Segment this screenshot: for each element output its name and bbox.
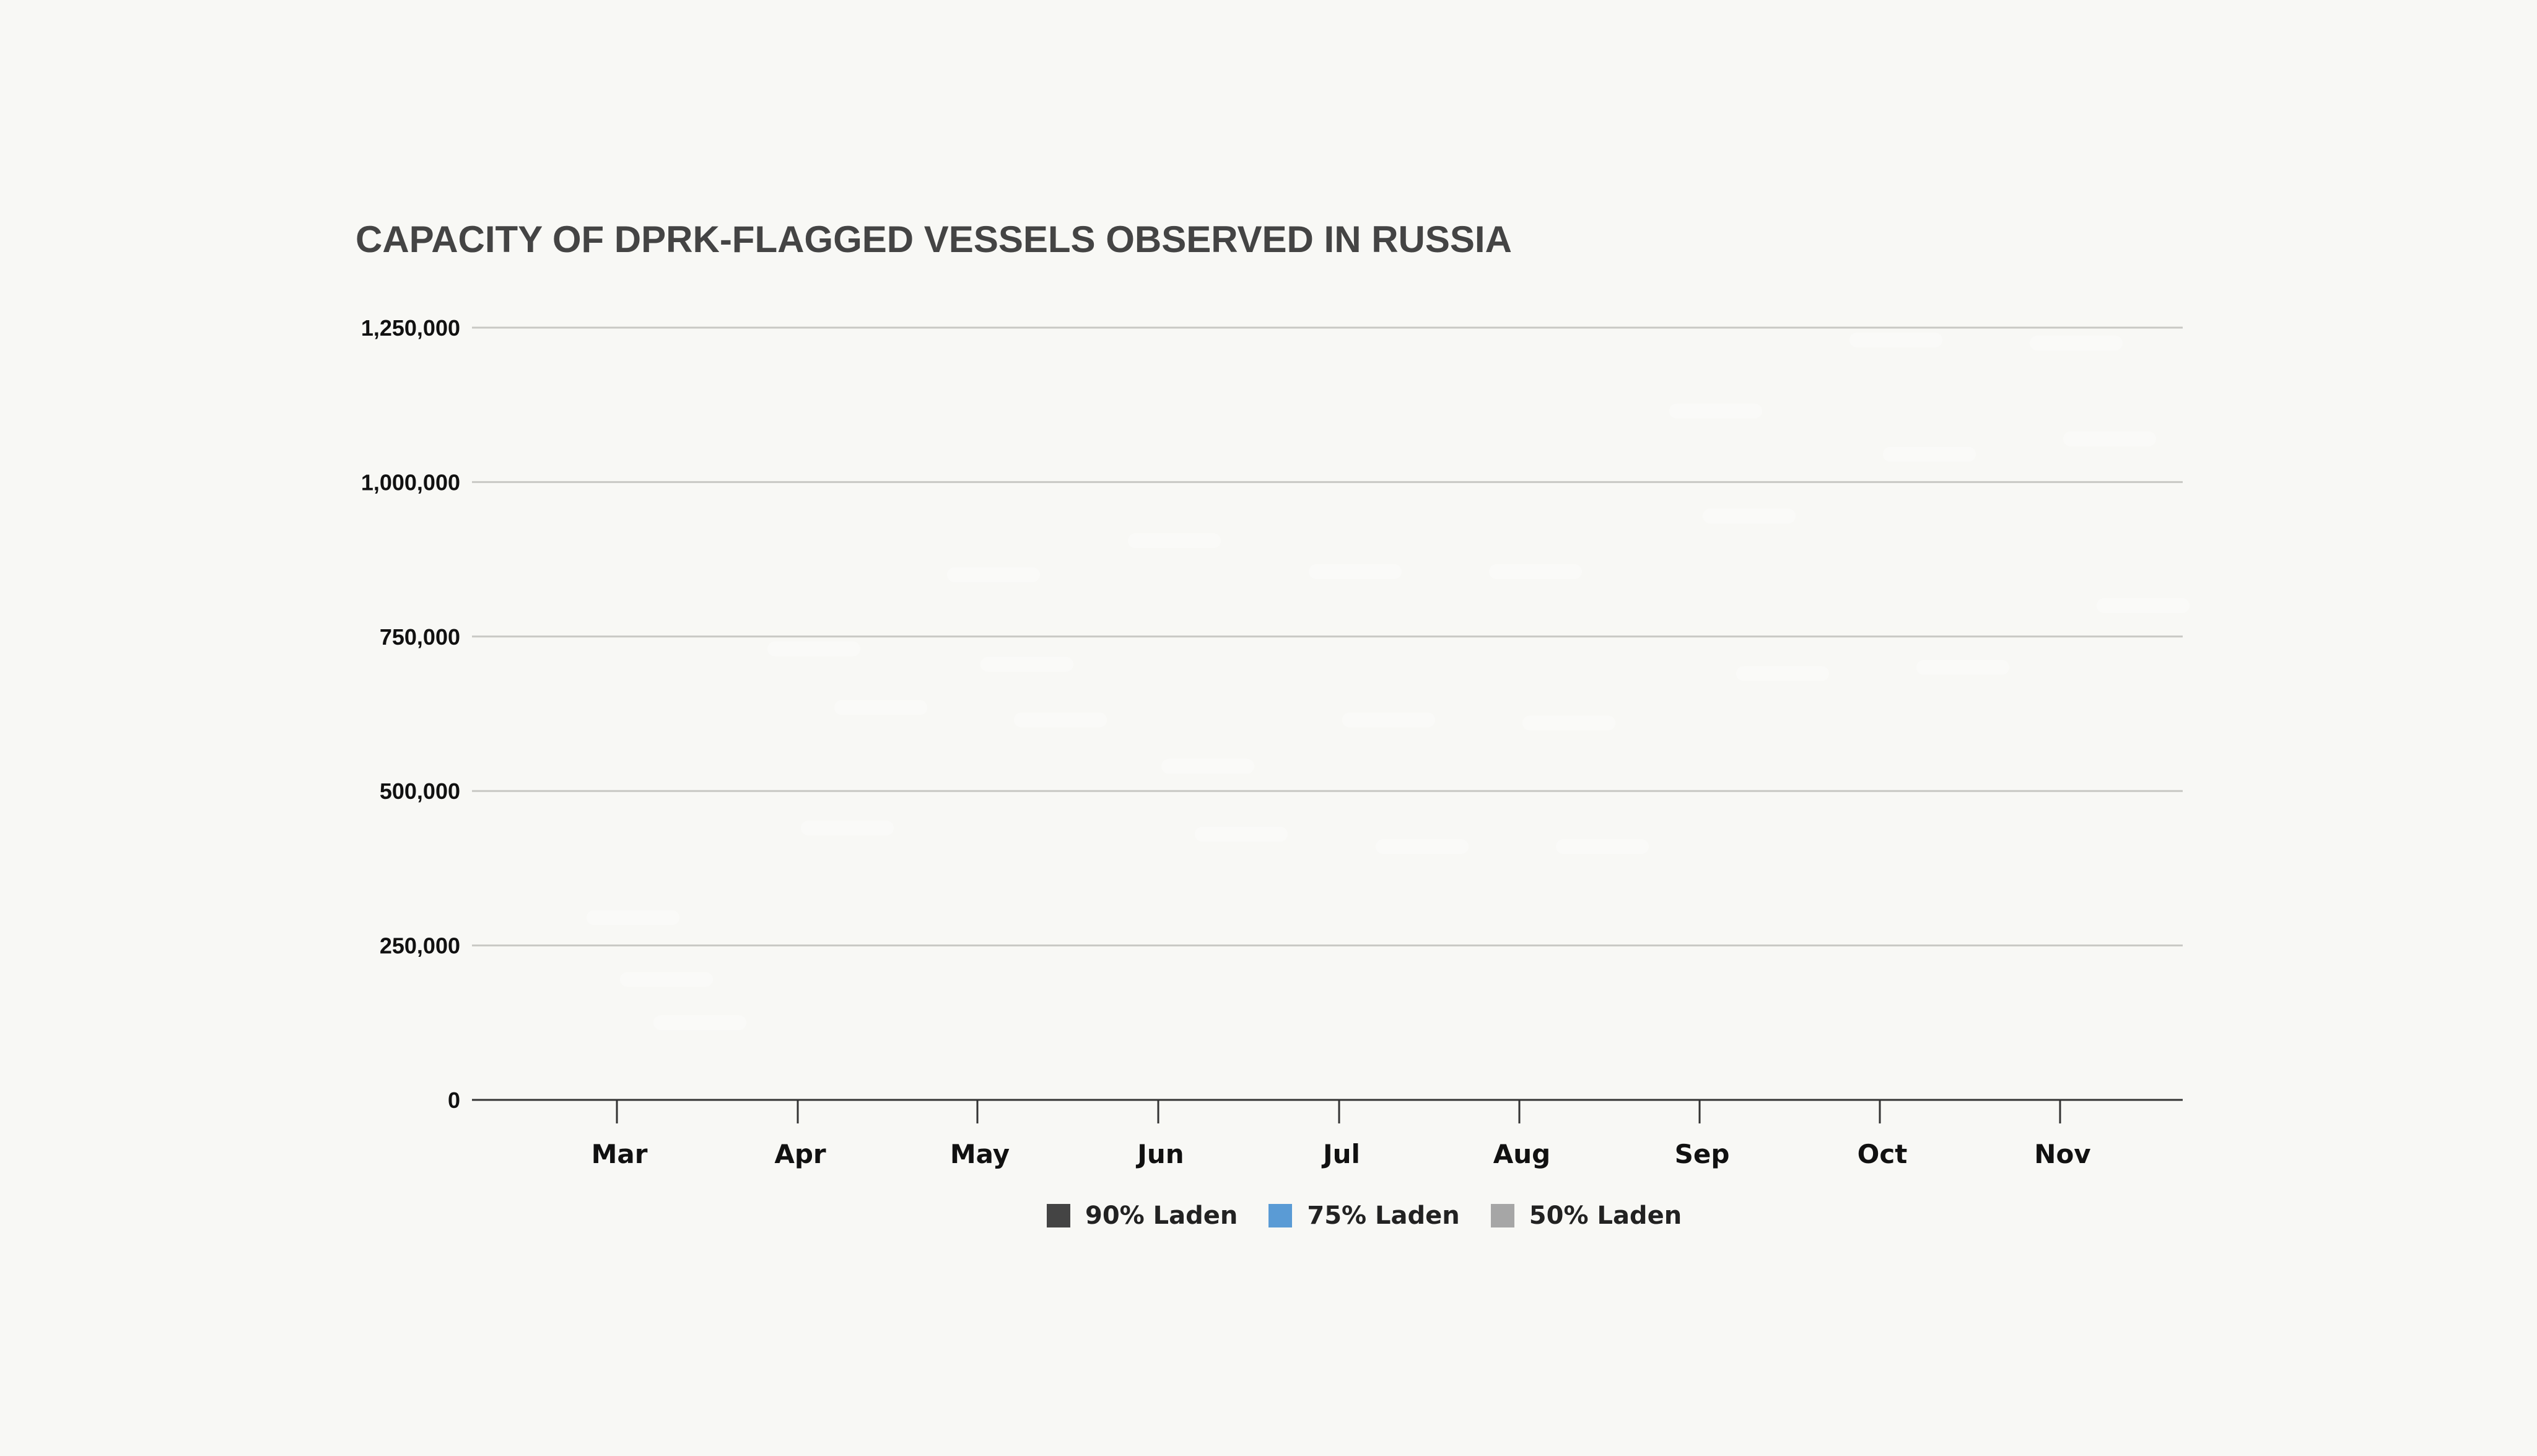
axes: 0 250,000 500,000 750,000 1,000,000 1,250,000… [361,315,2183,1169]
bars [587,332,2190,1100]
bar-50-laden-sep [1755,674,1786,1100]
bar-50-laden-oct [1935,668,1966,1100]
bar-75-laden-oct [1902,455,1932,1100]
bar-75-laden-sep [1721,516,1752,1100]
bar-50-laden-nov [2115,606,2146,1100]
bar-top-marker [1014,712,1107,728]
bar-75-laden-jul [1361,720,1392,1100]
bar-top-marker [834,700,927,715]
legend-item: 50% Laden [1490,1201,1682,1230]
y-tick-label: 1,000,000 [361,469,460,495]
bar-top-marker [801,821,894,836]
bar-top-marker [2097,598,2190,613]
bar-50-laden-jul [1394,847,1425,1100]
bar-top-marker [587,910,679,925]
x-tick-label: Oct [1858,1139,1908,1169]
x-tick-label: May [950,1139,1010,1169]
bar-top-marker [1522,715,1615,731]
bar-top-marker [1128,533,1221,549]
y-tick-label: 750,000 [380,624,460,650]
bar-90-laden-jun [1146,541,1177,1100]
x-tick-label: Apr [774,1139,826,1169]
bar-top-marker [2030,335,2123,351]
x-tick-label: Jun [1135,1139,1184,1169]
bar-top-marker [1916,660,2009,675]
legend: 90% Laden 75% Laden 50% Laden [1047,1201,1713,1230]
legend-swatch [1268,1204,1293,1227]
y-tick-label: 0 [448,1088,460,1113]
chart-title: CAPACITY OF DPRK-FLAGGED VESSELS OBSERVE… [356,219,1512,260]
y-tick-label: 500,000 [380,778,460,804]
bar-90-laden-jul [1327,572,1358,1100]
bar-top-marker [947,567,1040,583]
bar-90-laden-may [966,575,997,1100]
bar-top-marker [767,641,860,656]
x-tick-label: Nov [2034,1139,2090,1169]
y-tick-label: 250,000 [380,933,460,959]
bar-90-laden-nov [2048,343,2079,1100]
bar-top-marker [1849,332,1942,347]
bar-top-marker [1489,564,1582,580]
legend-item: 90% Laden [1047,1201,1238,1230]
x-tick-label: Mar [592,1139,648,1169]
bar-top-marker [1883,447,1976,462]
bar-90-laden-mar [605,918,636,1100]
y-tick-label: 1,250,000 [361,315,460,341]
grid-lines [472,326,2183,947]
bar-50-laden-apr [853,708,884,1100]
bar-top-marker [1669,403,1762,419]
bar-75-laden-jun [1180,766,1211,1100]
bar-top-marker [1556,839,1649,854]
bar-50-laden-may [1033,720,1063,1100]
bar-75-laden-mar [639,979,670,1100]
bar-top-marker [1342,712,1435,728]
bar-top-marker [1376,839,1469,854]
bar-top-marker [1161,759,1254,774]
bar-top-marker [980,656,1073,672]
bar-top-marker [2063,431,2156,447]
legend-label: 75% Laden [1307,1201,1460,1230]
bar-top-marker [620,972,713,987]
bar-75-laden-apr [819,828,850,1100]
bar-50-laden-mar [672,1022,703,1100]
legend-label: 90% Laden [1085,1201,1238,1230]
bar-75-laden-nov [2082,439,2113,1100]
legend-label: 50% Laden [1529,1201,1682,1230]
bar-75-laden-may [999,665,1030,1100]
bar-75-laden-aug [1541,723,1572,1100]
x-tick-label: Jul [1321,1139,1360,1169]
bar-top-marker [1309,564,1402,580]
x-tick-label: Sep [1675,1139,1730,1169]
bar-50-laden-jun [1213,834,1244,1100]
bar-top-marker [1195,827,1288,842]
bar-top-marker [1736,666,1829,681]
bar-50-laden-aug [1574,847,1605,1100]
bar-90-laden-apr [786,649,817,1100]
legend-swatch [1047,1204,1070,1227]
bar-90-laden-aug [1508,572,1539,1100]
legend-swatch [1490,1204,1514,1227]
legend-item: 75% Laden [1268,1201,1460,1230]
bar-top-marker [1703,508,1796,524]
bar-top-marker [653,1015,746,1031]
x-tick-label: Aug [1493,1139,1550,1169]
